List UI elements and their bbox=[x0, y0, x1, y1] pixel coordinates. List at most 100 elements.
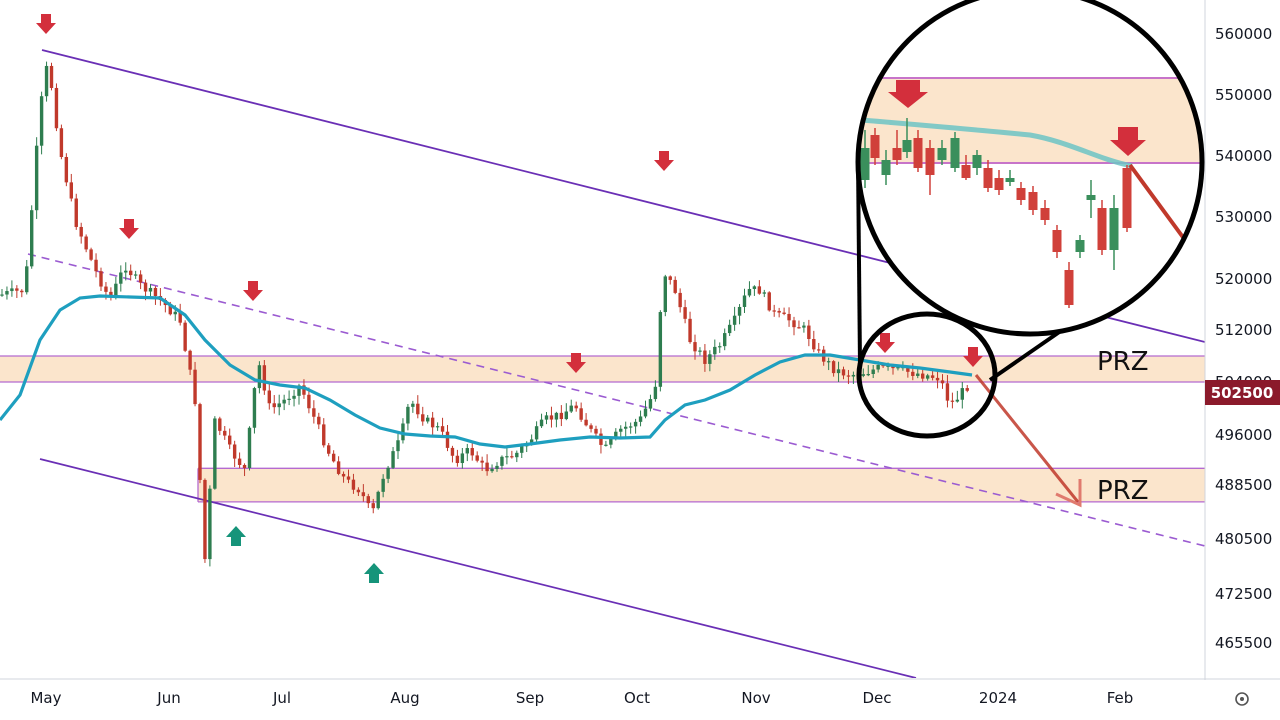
candle bbox=[64, 153, 69, 187]
candle bbox=[119, 265, 123, 292]
zoom-inset bbox=[855, 0, 1205, 337]
candle bbox=[802, 321, 806, 333]
candle bbox=[15, 285, 19, 298]
candle bbox=[470, 442, 474, 461]
candle bbox=[272, 395, 276, 414]
candle bbox=[628, 422, 633, 434]
candle bbox=[208, 485, 212, 567]
candle bbox=[455, 449, 460, 467]
current-price-label: 502500 bbox=[1211, 384, 1274, 402]
candle bbox=[648, 394, 653, 412]
candle bbox=[638, 410, 643, 427]
candle bbox=[34, 137, 39, 219]
y-tick-label: 560000 bbox=[1215, 25, 1272, 43]
candle bbox=[826, 357, 831, 371]
candle bbox=[257, 361, 262, 394]
candle bbox=[228, 428, 232, 450]
candle bbox=[435, 422, 440, 431]
zoom-connector-left bbox=[856, 159, 862, 366]
x-tick-label: 2024 bbox=[979, 689, 1017, 707]
candle bbox=[213, 416, 217, 490]
candle bbox=[732, 306, 737, 331]
y-tick-label: 472500 bbox=[1215, 585, 1272, 603]
y-tick-label: 530000 bbox=[1215, 208, 1272, 226]
candle bbox=[569, 399, 573, 414]
candle bbox=[549, 406, 554, 428]
x-tick-label: Feb bbox=[1107, 689, 1134, 707]
candle bbox=[39, 91, 44, 155]
candle bbox=[490, 464, 494, 473]
candle bbox=[579, 402, 583, 422]
candle bbox=[10, 280, 14, 297]
candle bbox=[44, 61, 49, 102]
candle bbox=[307, 387, 311, 414]
candle bbox=[831, 360, 836, 377]
candle bbox=[327, 442, 331, 457]
candle bbox=[762, 289, 766, 298]
candle bbox=[757, 280, 762, 295]
ma-line bbox=[0, 294, 973, 449]
candle bbox=[807, 319, 811, 347]
prz-label-lower: PRZ bbox=[1097, 476, 1149, 506]
candle bbox=[772, 304, 776, 317]
candle bbox=[564, 403, 568, 421]
candle bbox=[416, 395, 420, 419]
candle bbox=[604, 440, 608, 447]
candle bbox=[945, 375, 950, 408]
candle bbox=[495, 462, 499, 472]
candle bbox=[341, 471, 346, 483]
candle bbox=[391, 447, 395, 470]
candle bbox=[336, 456, 341, 476]
candle bbox=[925, 373, 930, 381]
y-tick-label: 496000 bbox=[1215, 426, 1272, 444]
x-tick-label: Jul bbox=[272, 689, 291, 707]
candle bbox=[485, 454, 489, 476]
candle bbox=[539, 413, 544, 428]
candle bbox=[30, 205, 34, 269]
moving-average-line bbox=[0, 294, 973, 449]
candle bbox=[193, 361, 197, 407]
candle bbox=[787, 307, 791, 327]
candle bbox=[574, 401, 578, 412]
candle bbox=[109, 287, 113, 301]
candle bbox=[599, 428, 603, 454]
y-tick-label: 520000 bbox=[1215, 270, 1272, 288]
candle bbox=[668, 275, 672, 285]
candle bbox=[812, 330, 816, 353]
candle bbox=[708, 350, 712, 372]
up-arrow-icon bbox=[226, 526, 246, 546]
candle bbox=[965, 384, 969, 393]
candle bbox=[940, 374, 945, 389]
candle bbox=[366, 493, 370, 509]
candle bbox=[20, 289, 24, 298]
candle bbox=[351, 473, 356, 494]
candle bbox=[99, 267, 103, 292]
candle bbox=[475, 451, 479, 463]
candle bbox=[218, 416, 222, 436]
candle bbox=[267, 382, 271, 410]
gear-icon[interactable] bbox=[1235, 692, 1249, 706]
down-arrow-icon bbox=[243, 281, 263, 301]
candle bbox=[713, 339, 717, 360]
candle bbox=[54, 83, 59, 132]
prz-zone bbox=[0, 356, 1205, 382]
candle bbox=[69, 173, 73, 202]
candle bbox=[381, 474, 385, 498]
candle bbox=[346, 469, 351, 484]
candle bbox=[421, 406, 425, 426]
candle bbox=[624, 421, 628, 437]
candle bbox=[94, 253, 98, 278]
candle bbox=[252, 386, 257, 434]
candle bbox=[282, 394, 286, 411]
candle bbox=[767, 291, 771, 312]
candle bbox=[861, 368, 865, 378]
prz-label-upper: PRZ bbox=[1097, 347, 1149, 377]
candle bbox=[178, 303, 182, 326]
candle bbox=[430, 411, 435, 437]
x-tick-label: Oct bbox=[624, 689, 650, 707]
candle bbox=[74, 193, 78, 230]
candle bbox=[960, 381, 964, 409]
candle bbox=[871, 364, 875, 379]
candle bbox=[183, 320, 187, 353]
